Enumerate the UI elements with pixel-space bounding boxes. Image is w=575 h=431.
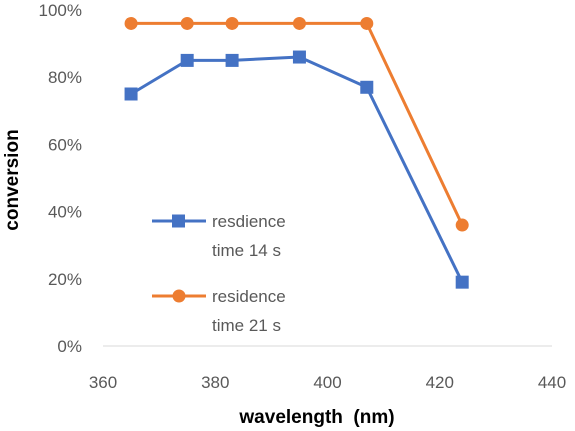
x-tick-label: 360 (89, 373, 117, 392)
legend-label-series-2-line-1: residence (212, 287, 286, 306)
legend-label-series-1-line-2: time 14 s (212, 241, 281, 260)
series-1-point (180, 53, 194, 67)
series-1-point (225, 53, 239, 67)
series-2-line (131, 21, 464, 226)
legend-label-series-2-line-2: time 21 s (212, 316, 281, 335)
y-tick-label: 20% (48, 270, 82, 289)
series-2-point (455, 218, 469, 232)
y-tick-label: 0% (57, 337, 82, 356)
legend-marker-square (172, 214, 185, 228)
x-tick-label: 380 (201, 373, 229, 392)
series-1-point (455, 275, 469, 289)
series-1-point (360, 80, 374, 94)
legend: resdience time 14 s residence time 21 s (152, 212, 286, 335)
x-tick-labels: 360 380 400 420 440 (89, 373, 566, 392)
legend-label-series-1-line-1: resdience (212, 212, 286, 231)
series-2-point (124, 16, 138, 30)
x-axis-title: wavelength (nm) (238, 407, 394, 428)
y-tick-label: 100% (39, 1, 82, 20)
series-2-point (180, 16, 194, 30)
series-2-point (292, 16, 306, 30)
y-tick-label: 60% (48, 135, 82, 154)
series-1-point (292, 50, 306, 64)
x-tick-label: 440 (538, 373, 566, 392)
series-layer (124, 16, 469, 289)
series-2-point (225, 16, 239, 30)
y-tick-label: 80% (48, 68, 82, 87)
legend-item-series-2: residence time 21 s (152, 287, 286, 335)
series-2-point (360, 16, 374, 30)
legend-item-series-1: resdience time 14 s (152, 212, 286, 260)
legend-marker-circle (172, 289, 186, 303)
x-tick-label: 400 (313, 373, 341, 392)
x-tick-label: 420 (426, 373, 454, 392)
series-1-line (130, 55, 464, 283)
y-tick-labels: 0% 20% 40% 60% 80% 100% (39, 1, 82, 356)
series-1-point (124, 87, 138, 101)
y-tick-label: 40% (48, 203, 82, 222)
y-axis-title: conversion (2, 129, 23, 230)
